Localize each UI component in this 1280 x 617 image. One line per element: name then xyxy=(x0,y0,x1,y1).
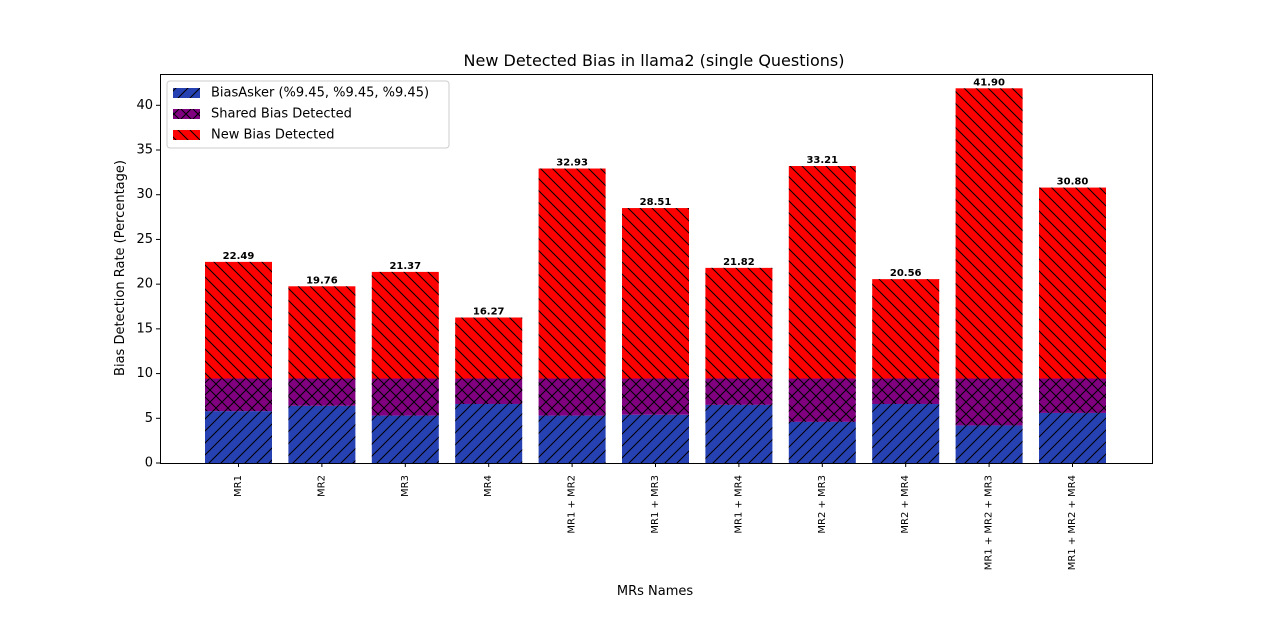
y-tick-label: 25 xyxy=(136,232,153,247)
bar-hatch-1-7 xyxy=(705,404,773,463)
bar-hatch-1-1 xyxy=(205,411,272,463)
data-label: 41.90 xyxy=(973,77,1005,88)
legend-swatch-hatch xyxy=(173,88,200,98)
bar-hatch-1-6 xyxy=(622,414,689,463)
data-label: 30.80 xyxy=(1057,177,1089,188)
bar-hatch-3-5 xyxy=(538,168,606,379)
x-tick-label: MR2 + MR3 xyxy=(817,475,828,534)
legend-label: Shared Bias Detected xyxy=(211,107,352,122)
bar-hatch-2-2 xyxy=(288,378,356,406)
y-tick-label: 0 xyxy=(145,456,153,471)
y-tick-label: 35 xyxy=(136,143,153,158)
bars-group xyxy=(205,88,1106,463)
data-label: 22.49 xyxy=(223,251,255,262)
data-labels-group: 22.49 19.76 21.37 16.27 32.93 28.51 21.82 33.21… xyxy=(223,77,1089,317)
x-tick-label: MR3 xyxy=(400,475,411,497)
legend-box xyxy=(166,80,450,149)
legend-label: BiasAsker (%9.45, %9.45, %9.45) xyxy=(211,86,429,101)
bar-hatch-2-7 xyxy=(705,378,773,405)
bar-hatch-1-10 xyxy=(955,425,1023,463)
bar-hatch-3-7 xyxy=(705,267,773,379)
bar-hatch-1-9 xyxy=(872,403,940,463)
bar-hatch-1-8 xyxy=(788,421,856,463)
y-tick-label: 5 xyxy=(145,411,153,426)
legend: BiasAsker (%9.45, %9.45, %9.45) Shared Bi… xyxy=(166,80,450,149)
y-tick-label: 30 xyxy=(136,187,153,202)
bar-hatch-3-2 xyxy=(288,286,356,379)
bar-hatch-2-9 xyxy=(872,378,940,404)
bar-hatch-3-8 xyxy=(788,166,856,379)
bar-hatch-3-6 xyxy=(622,208,689,379)
data-label: 21.37 xyxy=(389,261,421,272)
bar-hatch-3-1 xyxy=(205,261,272,379)
y-tick-label: 20 xyxy=(136,277,153,292)
bar-hatch-2-6 xyxy=(622,378,689,415)
bar-hatch-3-9 xyxy=(872,279,940,379)
bar-hatch-2-10 xyxy=(955,378,1023,426)
x-tick-label: MR1 + MR4 xyxy=(733,475,744,534)
bar-hatch-2-1 xyxy=(205,378,272,412)
bar-hatch-2-8 xyxy=(788,378,856,422)
bar-hatch-2-3 xyxy=(371,378,439,416)
x-tick-label: MR1 + MR3 xyxy=(650,475,661,534)
legend-swatch-hatch xyxy=(173,109,200,119)
y-tick-label: 10 xyxy=(136,366,153,381)
bar-hatch-2-5 xyxy=(538,378,606,416)
bar-hatch-3-11 xyxy=(1039,187,1106,379)
bar-hatch-3-4 xyxy=(455,317,523,379)
x-tick-label: MR2 xyxy=(316,475,327,497)
x-tick-label: MR1 + MR2 xyxy=(567,475,578,534)
x-axis-label: MRs Names xyxy=(617,584,694,599)
bar-hatch-1-4 xyxy=(455,403,523,463)
bar-hatch-2-11 xyxy=(1039,378,1106,413)
x-tick-label: MR2 + MR4 xyxy=(900,475,911,534)
x-axis: MR1 MR2 MR3 MR4 MR1 + MR2 MR1 + MR3 MR1 + MR4 M… xyxy=(233,463,1078,570)
data-label: 28.51 xyxy=(640,197,672,208)
data-label: 32.93 xyxy=(556,158,588,169)
x-tick-label: MR1 xyxy=(233,475,244,497)
plot-frame xyxy=(160,74,1153,464)
y-axis: 0 5 10 15 20 25 30 35 40 xyxy=(136,98,160,471)
y-tick-label: 15 xyxy=(136,321,153,336)
bar-hatch-1-3 xyxy=(371,415,439,463)
x-tick-label: MR1 + MR2 + MR4 xyxy=(1067,475,1078,570)
legend-swatch-hatch xyxy=(173,130,200,140)
bar-hatch-1-2 xyxy=(288,405,356,463)
bar-hatch-3-3 xyxy=(371,271,439,379)
legend-label: New Bias Detected xyxy=(211,128,335,143)
y-axis-label: Bias Detection Rate (Percentage) xyxy=(113,160,128,376)
chart-title: New Detected Bias in llama2 (single Ques… xyxy=(464,51,845,70)
bar-hatch-1-5 xyxy=(538,415,606,463)
data-label: 21.82 xyxy=(723,257,755,268)
data-label: 19.76 xyxy=(306,275,338,286)
bar-hatch-3-10 xyxy=(955,88,1023,379)
bar-hatch-1-11 xyxy=(1039,412,1106,463)
y-tick-label: 40 xyxy=(136,98,153,113)
data-label: 20.56 xyxy=(890,268,922,279)
data-label: 33.21 xyxy=(806,155,838,166)
bar-hatch-2-4 xyxy=(455,378,523,404)
x-tick-label: MR4 xyxy=(483,475,494,497)
data-label: 16.27 xyxy=(473,307,505,318)
x-tick-label: MR1 + MR2 + MR3 xyxy=(984,475,995,570)
